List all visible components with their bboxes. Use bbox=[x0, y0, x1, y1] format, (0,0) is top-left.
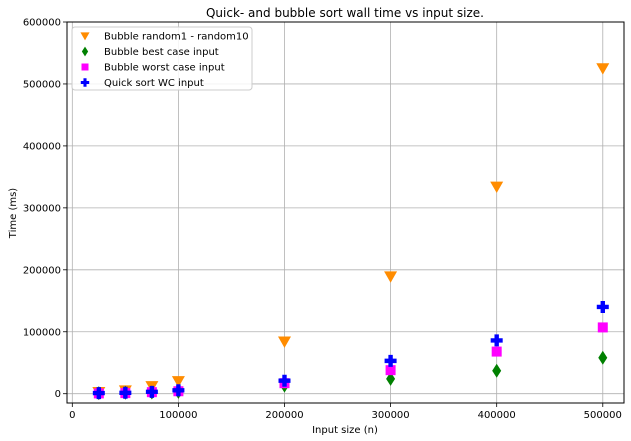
x-axis-label: Input size (n) bbox=[312, 425, 378, 436]
data-point bbox=[171, 376, 185, 388]
data-point bbox=[92, 387, 105, 400]
legend-marker bbox=[81, 63, 89, 71]
y-axis-label: Time (ms) bbox=[8, 188, 19, 240]
x-tick-label: 500000 bbox=[584, 410, 622, 421]
legend-label: Bubble worst case input bbox=[104, 63, 225, 74]
x-tick-label: 200000 bbox=[265, 410, 303, 421]
y-tick-label: 300000 bbox=[23, 203, 61, 214]
x-tick-label: 300000 bbox=[371, 410, 409, 421]
data-point bbox=[145, 385, 158, 398]
data-point bbox=[385, 365, 396, 376]
y-tick-label: 0 bbox=[55, 389, 61, 400]
y-tick-label: 400000 bbox=[23, 141, 61, 152]
y-tick-label: 200000 bbox=[23, 265, 61, 276]
legend-label: Bubble random1 - random10 bbox=[104, 32, 249, 43]
y-tick-label: 600000 bbox=[23, 18, 61, 29]
plot-area-frame bbox=[66, 21, 625, 404]
data-point bbox=[490, 334, 503, 347]
legend: Bubble random1 - random10 Bubble best cas… bbox=[71, 26, 253, 91]
data-point bbox=[172, 384, 185, 397]
x-tick-label: 0 bbox=[69, 410, 75, 421]
legend-marker bbox=[81, 46, 89, 57]
data-marks bbox=[92, 63, 610, 401]
x-tick-label: 100000 bbox=[159, 410, 197, 421]
data-point bbox=[492, 363, 502, 378]
x-tick-label: 400000 bbox=[478, 410, 516, 421]
series-4 bbox=[92, 300, 609, 400]
legend-marker bbox=[80, 78, 90, 87]
legend-label: Bubble best case input bbox=[104, 47, 219, 58]
y-tick-label: 100000 bbox=[23, 327, 61, 338]
legend-label: Quick sort WC input bbox=[104, 78, 204, 89]
y-tick-label: 500000 bbox=[23, 79, 61, 90]
data-point bbox=[386, 371, 396, 386]
grid bbox=[67, 21, 624, 403]
data-point bbox=[597, 322, 608, 333]
data-point bbox=[277, 336, 291, 348]
data-point bbox=[598, 350, 608, 365]
legend-marker bbox=[80, 32, 90, 41]
data-point bbox=[491, 346, 502, 357]
data-point bbox=[119, 386, 132, 399]
y-axis: 0 100000 200000 300000 400000 500000 600000 bbox=[23, 18, 67, 400]
data-point bbox=[596, 300, 609, 313]
chart-title: Quick- and bubble sort wall time vs inpu… bbox=[206, 6, 484, 20]
data-point bbox=[384, 354, 397, 367]
data-point bbox=[596, 63, 610, 75]
data-point bbox=[384, 271, 398, 283]
data-point bbox=[278, 374, 291, 387]
legend-box bbox=[71, 26, 253, 91]
x-axis: 0 100000 200000 300000 400000 500000 bbox=[69, 403, 622, 421]
data-point bbox=[490, 181, 504, 193]
